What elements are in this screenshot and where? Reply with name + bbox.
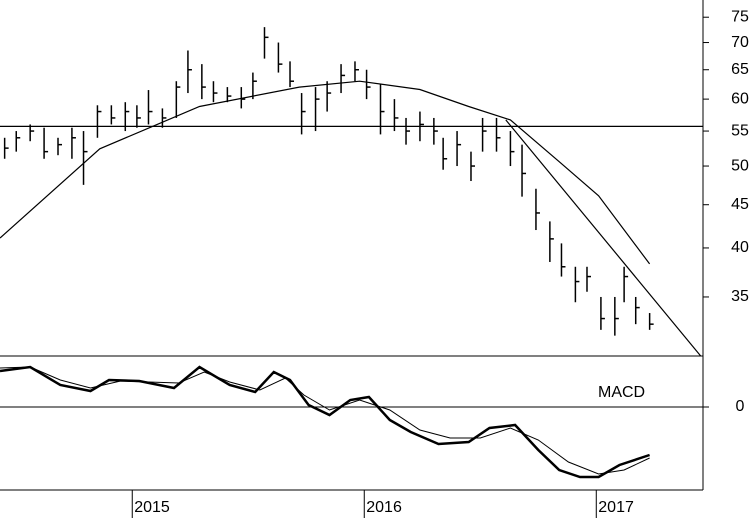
x-tick-label: 2017 (598, 499, 634, 516)
line (0, 80, 651, 265)
y-tick-label: 0 (736, 398, 745, 415)
y-tick-label: 45 (731, 196, 749, 213)
y-tick-label: 75 (731, 8, 749, 25)
y-tick-label: 55 (731, 122, 749, 139)
line (0, 366, 650, 475)
y-tick-label: 50 (731, 157, 749, 174)
y-tick-label: 40 (731, 239, 749, 256)
macd-label: MACD (598, 384, 645, 401)
line (0, 365, 650, 479)
x-tick-label: 2015 (134, 499, 170, 516)
y-tick-label: 65 (731, 61, 749, 78)
x-tick-label: 2016 (366, 499, 402, 516)
y-tick-label: 35 (731, 288, 749, 305)
line (505, 119, 702, 357)
y-tick-label: 70 (731, 34, 749, 51)
y-tick-label: 60 (731, 90, 749, 107)
